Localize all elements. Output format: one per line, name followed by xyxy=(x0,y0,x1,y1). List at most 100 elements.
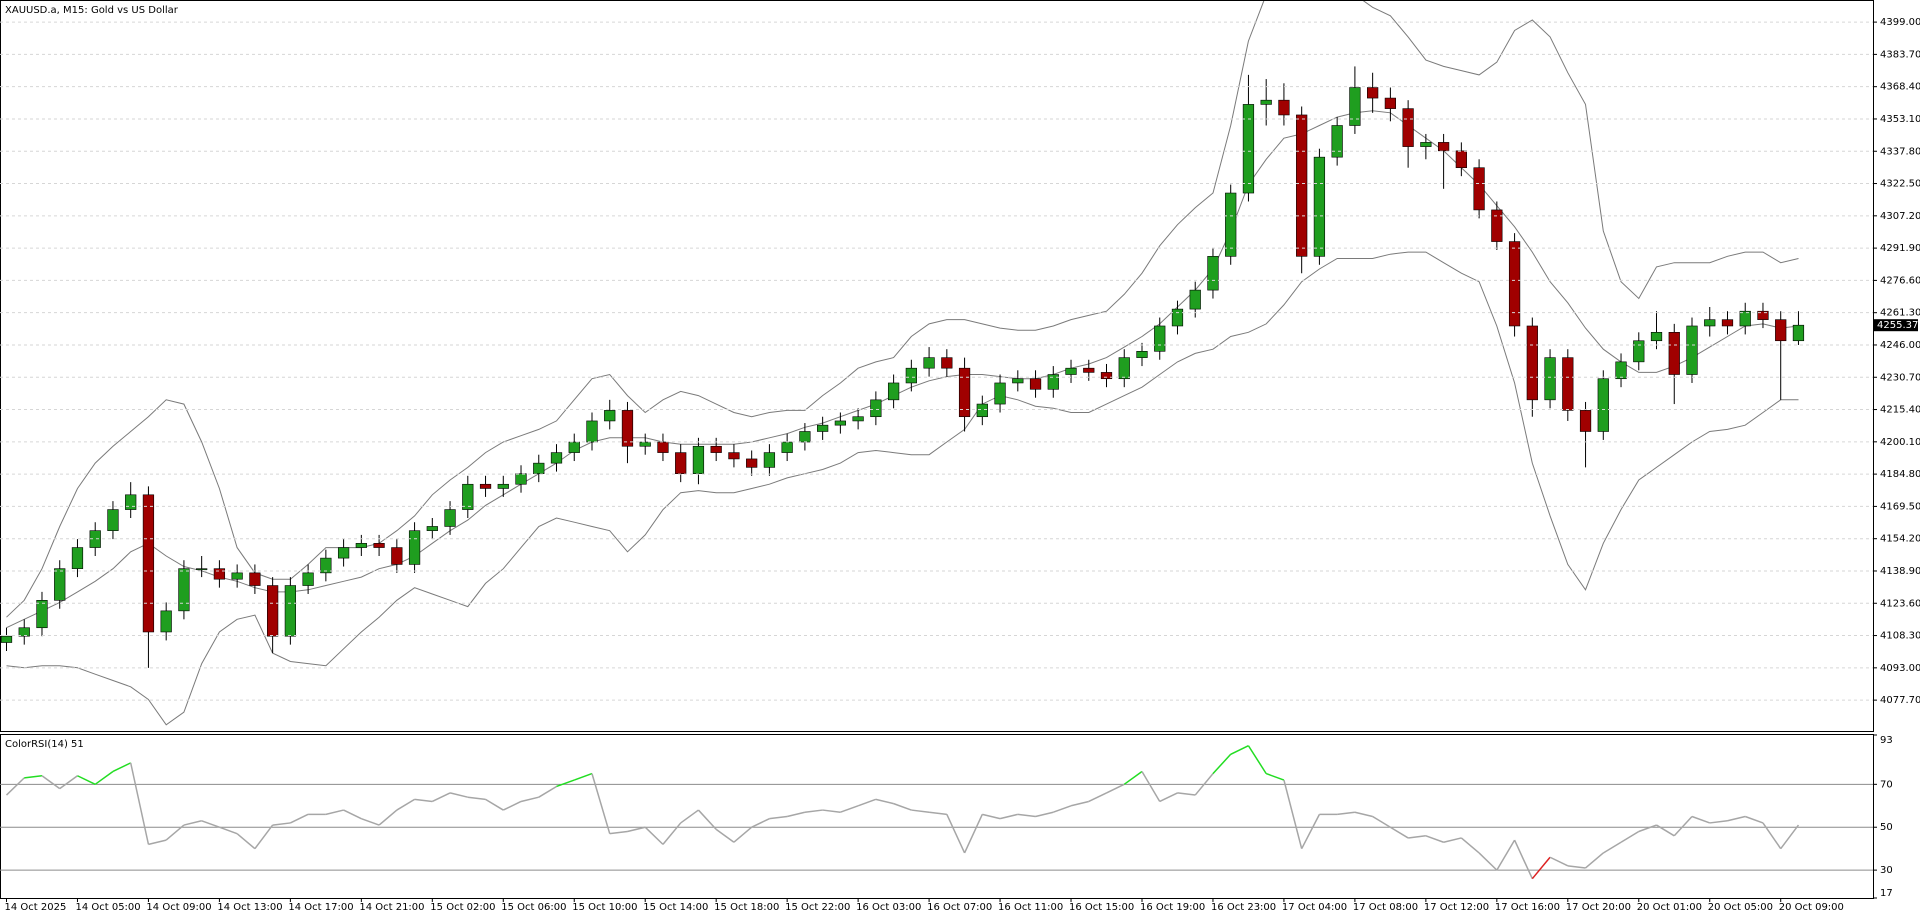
current-price-box xyxy=(1874,319,1918,332)
candle-body xyxy=(426,526,438,531)
y-tick-label: 4093.00 xyxy=(1880,663,1920,674)
rsi-segment xyxy=(1549,856,1569,867)
rsi-segment xyxy=(520,796,539,803)
candle-body xyxy=(1650,332,1663,342)
x-tick-label: 15 Oct 06:00 xyxy=(501,902,566,913)
rsi-segment xyxy=(1531,856,1551,880)
rsi-segment xyxy=(236,833,256,850)
rsi-segment xyxy=(1425,835,1444,843)
candle-body xyxy=(550,452,563,464)
x-tick-label: 14 Oct 21:00 xyxy=(359,902,424,913)
candle-body xyxy=(604,410,616,422)
candle-body xyxy=(1313,156,1326,257)
candle-body xyxy=(54,568,66,601)
x-tick-label: 15 Oct 14:00 xyxy=(643,902,708,913)
y-tick-label: 4230.70 xyxy=(1880,372,1920,383)
candle-body xyxy=(107,509,119,531)
x-tick-label: 14 Oct 17:00 xyxy=(288,902,353,913)
rsi-segment xyxy=(1177,792,1196,796)
x-tick-label: 16 Oct 19:00 xyxy=(1140,902,1205,913)
y-tick-label: 4138.90 xyxy=(1880,566,1920,577)
y-tick-label: 70 xyxy=(1880,779,1893,790)
candle-body xyxy=(479,483,492,489)
rsi-segment xyxy=(1283,779,1303,849)
rsi-segment xyxy=(449,792,468,798)
candle-body xyxy=(1579,410,1592,432)
rsi-segment xyxy=(1638,824,1657,833)
candle-body xyxy=(1189,289,1201,310)
candle-body xyxy=(817,424,829,432)
candle-body xyxy=(1029,378,1042,390)
rsi-segment xyxy=(1443,837,1462,843)
x-tick-label: 17 Oct 16:00 xyxy=(1495,902,1560,913)
candle-body xyxy=(36,600,48,629)
y-tick-label: 4184.80 xyxy=(1880,469,1920,480)
rsi-segment xyxy=(1141,771,1161,802)
rsi-segment xyxy=(1070,800,1089,807)
rsi-segment xyxy=(999,813,1018,820)
rsi-title: ColorRSI(14) 51 xyxy=(5,739,84,750)
rsi-segment xyxy=(769,815,788,820)
x-tick-label: 17 Oct 04:00 xyxy=(1282,902,1347,913)
candle-body xyxy=(1455,150,1467,169)
rsi-segment xyxy=(875,798,894,805)
candle-body xyxy=(1473,167,1485,211)
rsi-segment xyxy=(1159,792,1178,803)
rsi-segment xyxy=(59,775,78,790)
candle-body xyxy=(692,445,705,474)
x-tick-label: 16 Oct 03:00 xyxy=(856,902,921,913)
rsi-segment xyxy=(378,809,398,826)
rsi-segment xyxy=(272,822,291,826)
rsi-segment xyxy=(254,824,274,850)
y-tick-label: 93 xyxy=(1880,735,1893,746)
rsi-segment xyxy=(502,800,522,811)
candle-body xyxy=(1402,108,1414,147)
x-tick-label: 15 Oct 18:00 xyxy=(714,902,779,913)
candle-body xyxy=(799,431,811,443)
rsi-segment xyxy=(219,826,238,835)
candle-body xyxy=(781,441,793,453)
candle-body xyxy=(196,568,208,570)
rsi-segment xyxy=(982,813,1001,820)
rsi-segment xyxy=(609,830,628,835)
candle-body xyxy=(1615,361,1627,380)
candle-body xyxy=(267,585,279,637)
candle-body xyxy=(1154,325,1166,352)
candle-body xyxy=(1792,324,1805,342)
rsi-segment xyxy=(1035,811,1054,818)
candle-body xyxy=(1367,87,1379,99)
candle-body xyxy=(1331,125,1343,158)
rsi-segment xyxy=(1656,824,1675,837)
rsi-panel-frame xyxy=(0,734,1874,899)
rsi-segment xyxy=(1123,770,1143,785)
candle-body xyxy=(391,547,403,565)
candle-body xyxy=(586,420,598,443)
rsi-segment xyxy=(1691,815,1710,824)
candle-body xyxy=(0,635,13,643)
candle-body xyxy=(923,357,935,369)
rsi-segment xyxy=(77,775,96,786)
y-tick-label: 4368.40 xyxy=(1880,82,1920,93)
y-tick-label: 4276.60 xyxy=(1880,275,1920,286)
candle-body xyxy=(870,399,882,418)
rsi-segment xyxy=(680,809,699,824)
x-tick-label: 17 Oct 12:00 xyxy=(1424,902,1489,913)
rsi-segment xyxy=(1478,852,1498,871)
rsi-segment xyxy=(1389,826,1409,839)
rsi-segment xyxy=(822,809,841,813)
y-tick-label: 50 xyxy=(1880,822,1893,833)
rsi-segment xyxy=(1053,805,1072,813)
candle-body xyxy=(1544,357,1556,401)
x-tick-label: 16 Oct 23:00 xyxy=(1211,902,1276,913)
candle-body xyxy=(1508,241,1521,327)
candle-body xyxy=(941,357,953,369)
rsi-segment xyxy=(1567,865,1586,869)
candle-body xyxy=(355,543,367,548)
candle-body xyxy=(284,585,296,637)
candle-body xyxy=(834,420,847,426)
x-tick-label: 14 Oct 13:00 xyxy=(217,902,282,913)
rsi-segment xyxy=(485,798,504,811)
candle-body xyxy=(302,572,314,586)
candle-body xyxy=(1047,374,1059,390)
